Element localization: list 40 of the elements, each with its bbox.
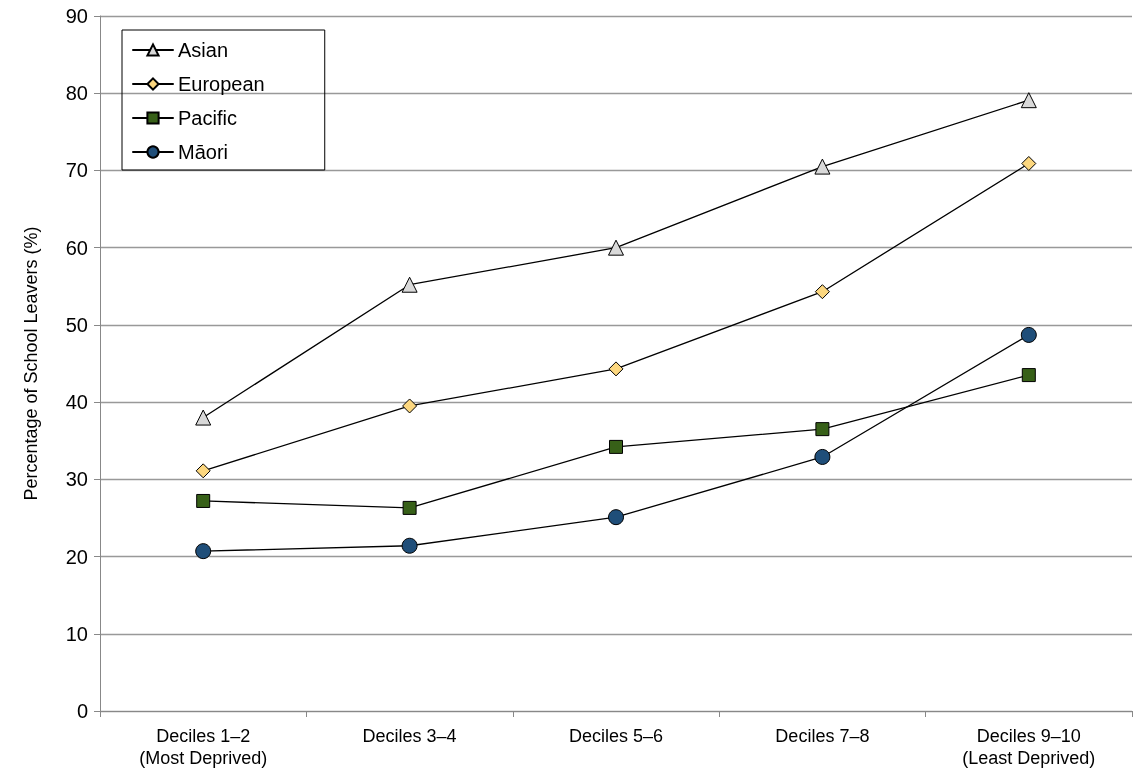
point [608, 361, 624, 377]
point [814, 448, 831, 465]
point [1020, 92, 1037, 109]
y-tick-label: 80 [65, 82, 88, 105]
legend-label: Māori [178, 141, 229, 163]
point [814, 158, 831, 175]
point [402, 398, 418, 414]
y-tick-label: 70 [65, 159, 88, 182]
x-tick-label: Deciles 7–8 [775, 726, 870, 746]
y-tick-label: 50 [65, 313, 88, 336]
y-tick-label: 30 [65, 468, 88, 491]
x-tick-label: Deciles 1–2 (Most Deprived) [139, 726, 268, 768]
point [401, 537, 418, 554]
y-axis-title: Percentage of School Leavers (%) [21, 226, 41, 501]
x-tick-label: Deciles 9–10 (Least Deprived) [962, 726, 1096, 768]
point [196, 493, 211, 508]
point [401, 276, 418, 293]
legend-label: European [178, 73, 265, 95]
legend-label: Asian [178, 39, 229, 61]
point [195, 543, 212, 560]
y-tick-label: 10 [65, 622, 88, 645]
x-tick-label: Deciles 3–4 [362, 726, 457, 746]
y-tick-label: 40 [65, 391, 88, 414]
legend-label: Pacific [178, 107, 237, 129]
x-tick-label: Deciles 5–6 [568, 726, 664, 746]
point [1021, 155, 1037, 171]
point [195, 463, 211, 479]
point [195, 409, 212, 426]
point [402, 500, 417, 515]
point [608, 239, 624, 256]
y-tick-label: 20 [65, 545, 88, 568]
point [814, 284, 830, 300]
y-tick-label: 60 [65, 236, 88, 259]
point [1020, 326, 1037, 343]
point [608, 509, 624, 526]
y-tick-label: 0 [76, 700, 88, 722]
y-tick-label: 90 [65, 5, 88, 27]
point [1021, 368, 1036, 383]
point [609, 439, 623, 454]
point [815, 422, 830, 437]
